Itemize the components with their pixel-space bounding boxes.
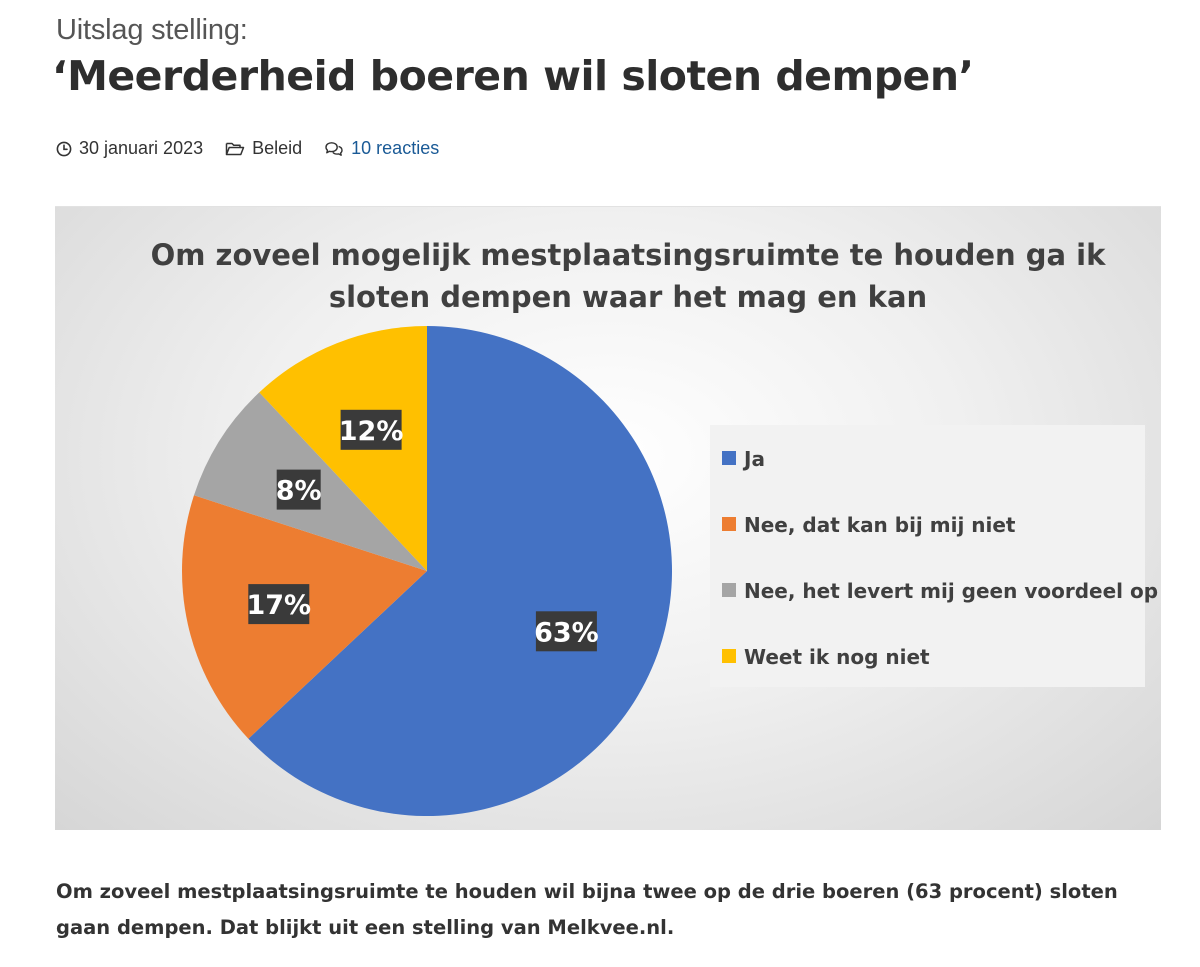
legend-item-nee-dat-kan-bij-mij-niet: Nee, dat kan bij mij niet <box>722 513 1016 537</box>
meta-category: Beleid <box>225 138 302 159</box>
data-label-box <box>248 584 310 625</box>
legend-swatch <box>722 583 736 597</box>
article-kicker: Uitslag stelling: <box>56 14 248 46</box>
pie-legend: Ja Nee, dat kan bij mij niet Nee, het leve… <box>722 447 1158 669</box>
data-label-nee-dat-kan-bij-mij-niet: 17% <box>246 584 311 625</box>
legend-item-ja: Ja <box>722 447 765 471</box>
data-label-text: 63% <box>534 617 599 648</box>
article-date: 30 januari 2023 <box>79 138 204 158</box>
legend-swatch <box>722 649 736 663</box>
legend-swatch <box>722 451 736 465</box>
legend-item-weet-ik-nog-niet: Weet ik nog niet <box>722 645 930 669</box>
comments-icon <box>325 141 343 156</box>
article-headline: ‘Meerderheid boeren wil sloten dempen’ <box>52 52 974 100</box>
data-label-text: 12% <box>339 416 404 447</box>
article-category[interactable]: Beleid <box>252 138 303 158</box>
legend-label: Ja <box>742 447 765 471</box>
comments-link[interactable]: 10 reacties <box>351 138 440 158</box>
data-label-box <box>276 469 321 510</box>
legend-box <box>710 425 1145 687</box>
data-label-text: 17% <box>246 590 311 621</box>
poll-chart: Om zoveel mogelijk mestplaatsingsruimte … <box>55 206 1161 830</box>
chart-title-line-2: sloten dempen waar het mag en kan <box>329 280 927 314</box>
legend-swatch <box>722 517 736 531</box>
meta-date: 30 januari 2023 <box>56 138 203 159</box>
legend-item-nee-het-levert-mij-geen-voordeel-op: Nee, het levert mij geen voordeel op <box>722 579 1158 603</box>
pie-data-labels: 63% 17% 8% 12% <box>246 409 599 652</box>
data-label-ja: 63% <box>534 611 599 652</box>
clock-icon <box>56 141 72 156</box>
pie-slice-ja <box>248 326 673 816</box>
folder-icon <box>225 142 245 155</box>
legend-label: Weet ik nog niet <box>744 645 930 669</box>
chart-title-line-1: Om zoveel mogelijk mestplaatsingsruimte … <box>151 238 1107 272</box>
article-intro: Om zoveel mestplaatsingsruimte te houden… <box>56 880 1118 939</box>
data-label-box <box>340 409 402 450</box>
legend-label: Nee, het levert mij geen voordeel op <box>744 579 1158 603</box>
meta-comments: 10 reacties <box>324 138 439 159</box>
data-label-box <box>535 611 597 652</box>
data-label-text: 8% <box>276 476 322 507</box>
data-label-nee-het-levert-mij-geen-voordeel-op: 8% <box>276 469 322 510</box>
pie-chart-svg: Om zoveel mogelijk mestplaatsingsruimte … <box>151 238 1158 816</box>
pie-slices <box>181 326 673 816</box>
data-label-weet-ik-nog-niet: 12% <box>339 409 404 450</box>
article-meta: 30 januari 2023 Beleid 10 reacties <box>56 138 461 159</box>
legend-label: Nee, dat kan bij mij niet <box>744 513 1016 537</box>
